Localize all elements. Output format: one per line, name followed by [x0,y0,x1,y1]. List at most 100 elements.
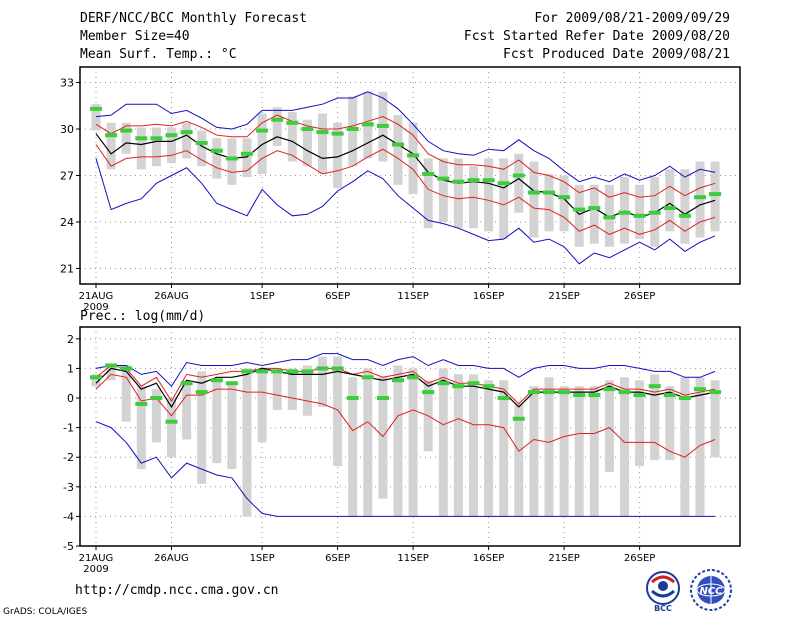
y-tick-label: -1 [63,422,74,435]
median-marker [694,195,706,200]
median-marker [663,393,676,398]
ensemble-box [453,158,463,229]
median-marker [225,381,238,386]
precipitation-panel: -5 -4 -3 -2 -1 0 1 2 21AUG 26AUG 1SEP 6SEP 11SEP 16SE… [63,326,741,575]
median-marker [271,117,284,122]
ensemble-box [484,380,494,517]
member-size: Member Size=40 [80,29,190,44]
forecast-start-date: Fcst Started Refer Date 2009/08/20 [463,29,730,44]
plus-std-line [95,364,716,405]
forecast-produced-date: Fcst Produced Date 2009/08/21 [503,47,730,62]
y-tick-label: -2 [63,451,74,464]
median-marker [105,133,118,138]
median-marker [210,148,223,153]
median-marker [346,127,359,131]
ensemble-box [182,380,192,440]
chart-title: DERF/NCC/BCC Monthly Forecast [80,11,307,26]
ensemble-box [227,383,237,470]
median-marker [678,396,691,401]
y-tick-label: 30 [60,123,74,136]
x-year-label: 2009 [83,302,108,313]
median-marker [467,381,480,386]
median-marker [361,122,374,127]
ensemble-box [604,380,614,473]
ensemble-box [695,161,705,238]
median-marker [225,156,238,161]
median-marker [286,369,299,374]
x-tick-label: 26AUG [154,291,189,302]
x-year-label: 2009 [83,564,108,575]
x-tick-label: 26SEP [624,553,655,564]
median-marker [573,207,586,212]
ensemble-box [167,398,176,458]
median-marker [376,123,389,128]
median-marker [346,396,359,401]
median-marker [392,142,404,147]
median-marker [527,190,540,195]
median-marker [286,120,299,125]
ensemble-box [499,380,509,517]
ensemble-box [333,356,343,467]
median-marker [392,378,404,383]
median-marker [180,130,193,135]
ensemble-box [438,368,448,517]
ensemble-box [287,368,297,410]
ensemble-box [620,177,629,244]
y-tick-label: 2 [67,333,74,346]
median-marker [361,375,374,380]
ensemble-box [635,184,645,240]
ncc-logo-text: NCC [699,586,723,597]
ensemble-box [589,386,599,517]
ensemble-box [348,96,358,167]
median-marker [497,181,510,186]
forecast-period: For 2009/08/21-2009/09/29 [534,11,730,26]
website-url[interactable]: http://cmdp.ncc.cma.gov.cn [75,583,279,598]
grads-credit: GrADS: COLA/IGES [3,607,88,617]
x-tick-label: 6SEP [325,553,350,564]
median-marker [633,213,646,218]
median-marker [512,173,525,178]
ensemble-box [680,169,690,244]
ensemble-box [197,371,207,484]
ensemble-box [272,107,282,147]
median-marker [527,390,540,395]
ensemble-box [212,380,222,464]
median-marker [603,387,616,392]
ensemble-box [242,368,252,517]
ensemble-box [514,403,524,517]
ensemble-box [680,377,690,517]
plus-std-line [95,114,716,198]
x-tick-label: 11SEP [397,291,428,302]
median-marker [648,210,661,215]
ensemble-box [559,175,569,232]
x-tick-label: 6SEP [325,291,350,302]
ensemble-box [710,380,720,458]
median-marker [452,179,465,184]
median-marker [422,171,435,176]
minus-std-line [95,373,716,458]
ncc-logo: NCC [690,569,732,611]
ensemble-box [529,386,539,517]
ensemble-box [302,365,312,416]
bcc-logo-text: BCC [654,604,672,613]
y-tick-label: 27 [60,170,74,183]
median-marker [543,390,555,395]
ensemble-box [287,111,297,162]
median-marker [135,136,148,141]
ensemble-box [257,371,267,443]
x-tick-label: 21SEP [548,291,579,302]
median-marker [709,390,722,395]
ensemble-box [544,377,554,517]
ensemble-box [650,374,660,461]
bcc-logo: BCC [646,571,680,613]
median-marker [663,206,676,211]
min-line [95,158,716,265]
x-tick-label: 26SEP [624,291,655,302]
x-tick-label: 21AUG [79,291,114,302]
ensemble-box [589,184,599,244]
median-marker [618,210,631,215]
x-tick-label: 21AUG [79,553,114,564]
ensemble-box [423,158,433,229]
min-line [95,421,716,517]
ensemble-box [363,368,373,517]
